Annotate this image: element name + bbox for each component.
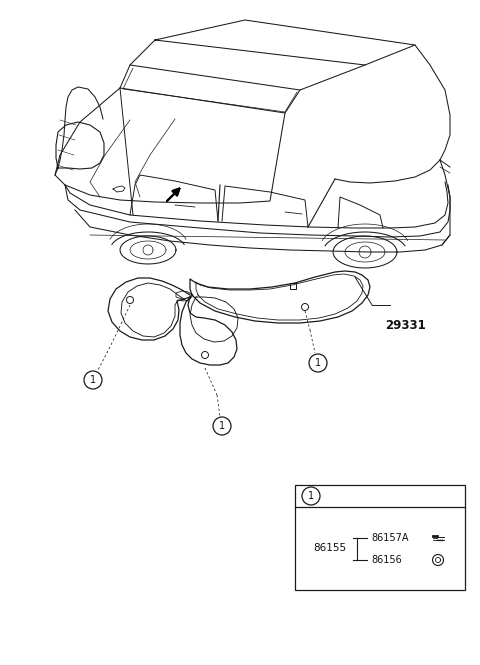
Text: 29331: 29331: [385, 319, 426, 331]
Circle shape: [84, 371, 102, 389]
Text: 86157A: 86157A: [371, 533, 408, 543]
Circle shape: [309, 354, 327, 372]
Text: 86155: 86155: [313, 543, 346, 553]
Text: 1: 1: [308, 491, 314, 501]
Text: 86156: 86156: [371, 555, 402, 565]
Bar: [295, 485, 465, 590]
Text: 1: 1: [90, 375, 96, 385]
Circle shape: [302, 487, 320, 505]
Text: 1: 1: [219, 421, 225, 431]
Circle shape: [213, 417, 231, 435]
Text: 1: 1: [315, 358, 321, 368]
